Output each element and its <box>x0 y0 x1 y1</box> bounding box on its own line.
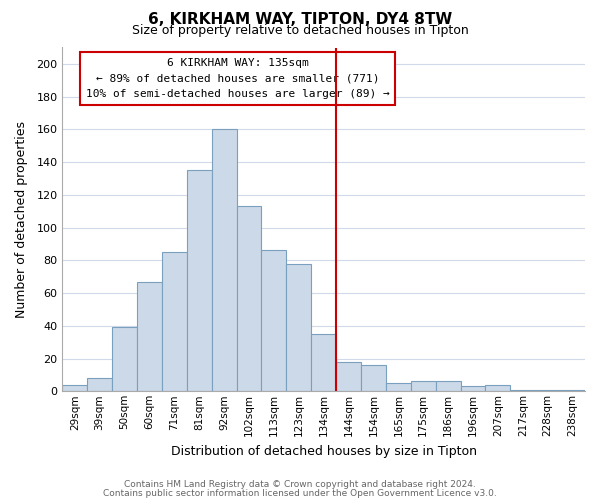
Bar <box>361 365 386 392</box>
X-axis label: Distribution of detached houses by size in Tipton: Distribution of detached houses by size … <box>170 444 476 458</box>
Bar <box>386 383 411 392</box>
Bar <box>162 252 187 392</box>
Bar <box>436 382 461 392</box>
Text: 6 KIRKHAM WAY: 135sqm
← 89% of detached houses are smaller (771)
10% of semi-det: 6 KIRKHAM WAY: 135sqm ← 89% of detached … <box>86 58 389 99</box>
Bar <box>485 384 511 392</box>
Bar <box>187 170 212 392</box>
Bar <box>87 378 112 392</box>
Bar <box>560 390 585 392</box>
Bar <box>112 328 137 392</box>
Text: 6, KIRKHAM WAY, TIPTON, DY4 8TW: 6, KIRKHAM WAY, TIPTON, DY4 8TW <box>148 12 452 28</box>
Bar <box>336 362 361 392</box>
Text: Contains public sector information licensed under the Open Government Licence v3: Contains public sector information licen… <box>103 488 497 498</box>
Bar <box>286 264 311 392</box>
Text: Size of property relative to detached houses in Tipton: Size of property relative to detached ho… <box>131 24 469 37</box>
Text: Contains HM Land Registry data © Crown copyright and database right 2024.: Contains HM Land Registry data © Crown c… <box>124 480 476 489</box>
Y-axis label: Number of detached properties: Number of detached properties <box>15 121 28 318</box>
Bar <box>236 206 262 392</box>
Bar <box>137 282 162 392</box>
Bar <box>62 384 87 392</box>
Bar <box>511 390 535 392</box>
Bar <box>212 130 236 392</box>
Bar <box>411 382 436 392</box>
Bar <box>461 386 485 392</box>
Bar <box>262 250 286 392</box>
Bar <box>311 334 336 392</box>
Bar <box>535 390 560 392</box>
